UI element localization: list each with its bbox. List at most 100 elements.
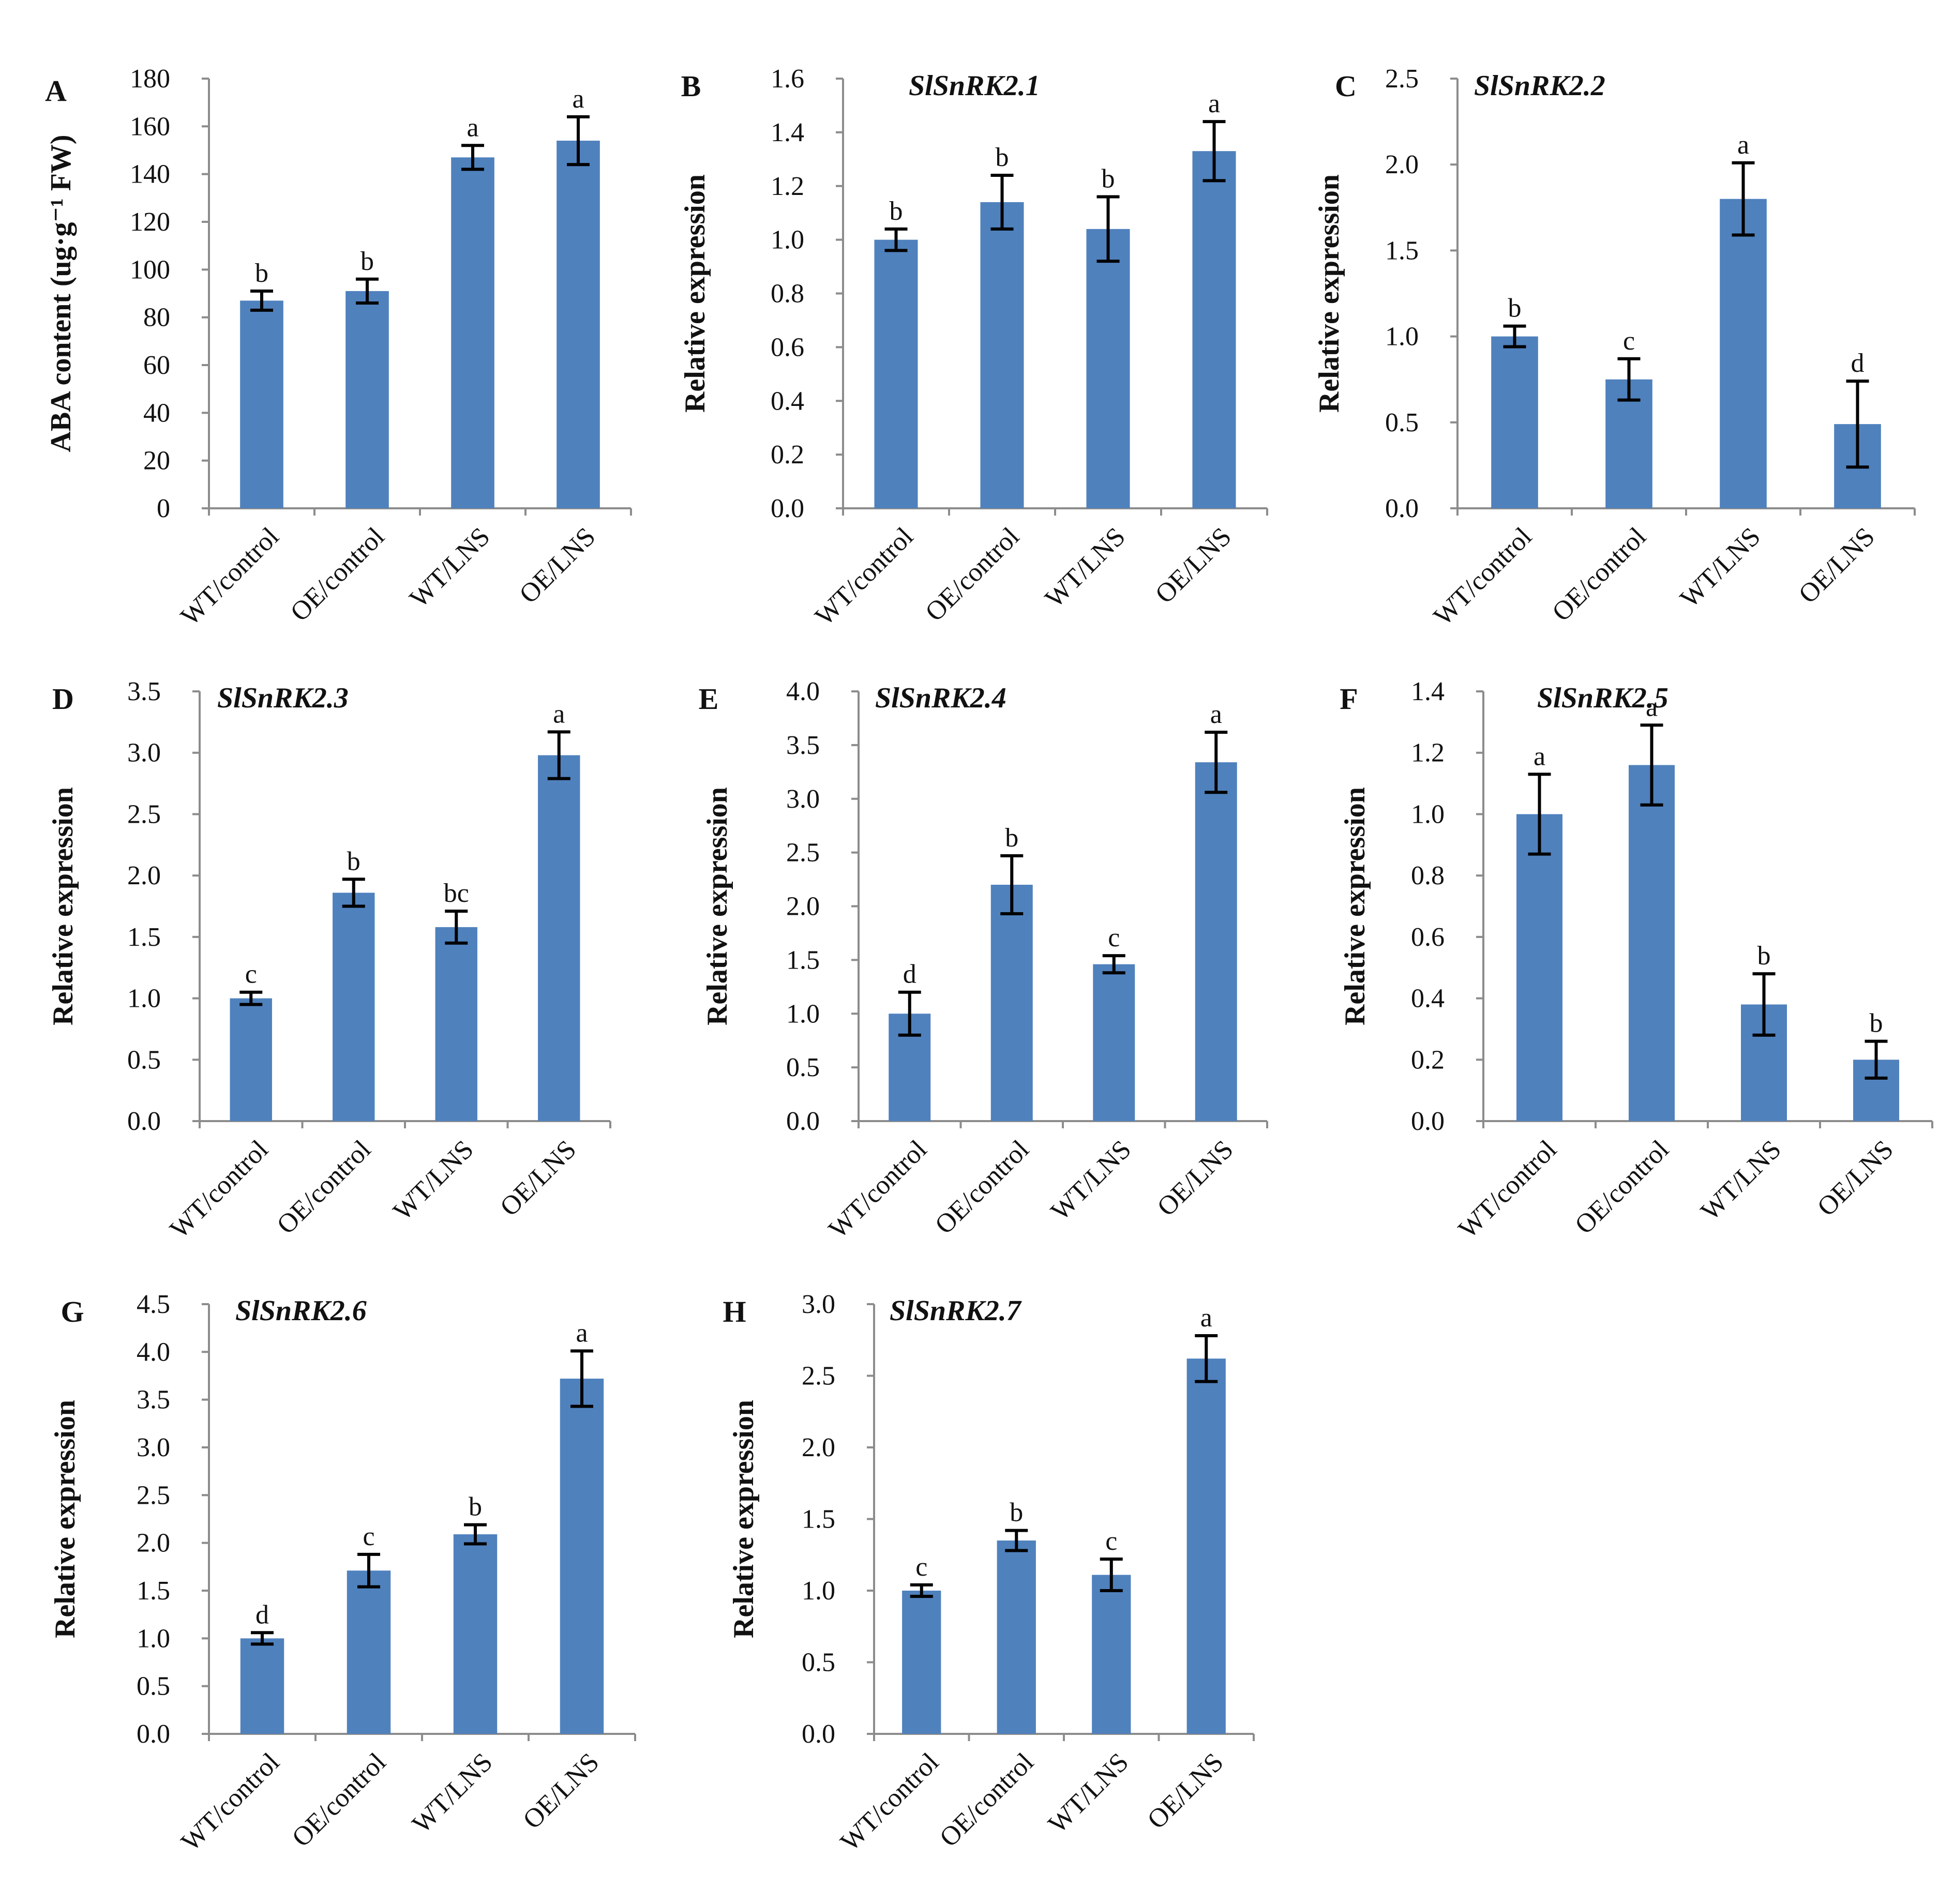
y-tick-label: 3.0 — [802, 1290, 835, 1319]
error-bar — [342, 878, 365, 908]
bar-oe-control — [990, 884, 1033, 1121]
bar-wt-control — [1516, 814, 1562, 1121]
panel-letter: C — [1335, 69, 1357, 103]
error-bar — [898, 990, 921, 1037]
y-tick-label: 1.0 — [127, 984, 161, 1014]
error-bar — [567, 115, 590, 167]
error-bar — [464, 1523, 487, 1546]
y-tick-label: 0.5 — [137, 1672, 170, 1701]
significance-letter: a — [1208, 89, 1220, 118]
error-bar — [461, 144, 484, 171]
y-axis-label: Relative expression — [701, 787, 733, 1025]
error-bar — [239, 990, 263, 1006]
panel-letter: F — [1340, 682, 1358, 716]
bar-wt-lns — [451, 157, 494, 509]
significance-letter: b — [469, 1492, 482, 1522]
y-tick-label: 3.5 — [127, 677, 161, 706]
y-tick-label: 0.0 — [1411, 1107, 1445, 1136]
x-category-label: WT/control — [176, 1747, 285, 1857]
bar-oe-control — [1629, 765, 1675, 1121]
y-tick-label: 3.0 — [127, 738, 161, 768]
y-tick-label: 2.5 — [786, 838, 820, 868]
chart-panel-b: B SlSnRK2.1 Relative expression 0.0 0.2 0.4 0.… — [679, 64, 1268, 631]
y-tick-label: 1.0 — [786, 999, 820, 1029]
bar-oe-control — [980, 202, 1024, 509]
y-tick-label: 3.5 — [786, 731, 820, 760]
bar-oe-lns — [538, 755, 580, 1121]
bar-oe-lns — [560, 1379, 604, 1734]
significance-letter: c — [245, 960, 257, 989]
error-bar — [570, 1349, 593, 1408]
significance-letter: b — [360, 247, 374, 276]
chart-panel-e: E SlSnRK2.4 Relative expression 0.0 0.5 1.0 1.… — [699, 677, 1268, 1244]
x-category-label: WT/control — [1453, 1135, 1562, 1244]
significance-letter: b — [1757, 941, 1771, 971]
x-category-label: OE/LNS — [1793, 522, 1881, 609]
y-tick-label: 1.5 — [127, 923, 161, 952]
significance-letter: a — [1646, 692, 1658, 722]
significance-letter: a — [576, 1318, 588, 1348]
x-category-label: WT/LNS — [1675, 522, 1766, 613]
significance-letter: b — [1102, 164, 1115, 194]
y-tick-label: 120 — [130, 207, 170, 237]
bar-oe-lns — [1186, 1358, 1226, 1734]
x-category-label: WT/LNS — [1040, 522, 1131, 613]
x-category-label: OE/control — [1546, 522, 1652, 627]
y-tick-label: 0.8 — [771, 279, 804, 309]
significance-letter: c — [363, 1522, 374, 1551]
bar-wt-control — [1491, 336, 1538, 508]
significance-letter: c — [915, 1552, 927, 1582]
x-category-label: WT/LNS — [407, 1747, 498, 1839]
bar-wt-control — [902, 1591, 941, 1734]
error-bar — [990, 173, 1014, 231]
chart-title: SlSnRK2.1 — [909, 70, 1040, 102]
significance-letter: b — [347, 847, 360, 876]
significance-letter: a — [1210, 700, 1222, 729]
y-tick-label: 4.0 — [786, 677, 820, 706]
y-tick-label: 2.5 — [802, 1362, 835, 1391]
y-tick-label: 1.5 — [137, 1576, 170, 1606]
y-tick-label: 1.2 — [1411, 738, 1445, 768]
chart-title: SlSnRK2.7 — [890, 1295, 1022, 1327]
y-tick-label: 180 — [130, 64, 170, 94]
significance-letter: c — [1105, 1527, 1117, 1556]
x-category-label: OE/control — [929, 1135, 1035, 1240]
significance-letter: b — [1005, 823, 1018, 853]
chart-panel-d: D SlSnRK2.3 Relative expression 0.0 0.5 1.0 1.… — [47, 677, 611, 1244]
y-axis-label: Relative expression — [1339, 787, 1371, 1025]
bar-wt-lns — [1720, 199, 1767, 508]
chart-panel-a: A ABA content (ug·g⁻¹ FW) 0 20 40 60 80 100 120 1… — [45, 64, 632, 631]
error-bar — [1096, 195, 1120, 263]
error-bar — [251, 1631, 274, 1646]
error-bar — [1205, 730, 1228, 794]
y-axis-label: ABA content (ug·g⁻¹ FW) — [45, 134, 77, 452]
x-category-label: WT/control — [823, 1135, 933, 1244]
x-category-label: OE/LNS — [1150, 522, 1237, 609]
y-tick-label: 0.0 — [786, 1107, 820, 1136]
error-bar — [250, 289, 273, 312]
x-category-label: OE/LNS — [514, 522, 601, 609]
significance-letter: bc — [444, 879, 469, 908]
significance-letter: a — [553, 699, 565, 729]
significance-letter: d — [903, 960, 916, 989]
y-tick-label: 1.0 — [771, 225, 804, 255]
x-category-label: OE/control — [272, 1135, 377, 1240]
bar-wt-lns — [453, 1534, 498, 1734]
significance-letter: a — [467, 113, 478, 142]
y-tick-label: 1.5 — [786, 945, 820, 975]
y-tick-label: 4.5 — [137, 1290, 170, 1319]
error-bar — [1005, 1529, 1028, 1552]
x-category-label: WT/control — [835, 1747, 944, 1857]
error-bar — [1503, 324, 1526, 349]
panel-letter: B — [681, 69, 701, 103]
x-category-label: OE/control — [287, 1747, 392, 1853]
y-tick-label: 0.6 — [1411, 923, 1445, 952]
chart-title: SlSnRK2.3 — [217, 682, 349, 714]
y-tick-label: 1.5 — [802, 1505, 835, 1534]
y-tick-label: 3.0 — [786, 784, 820, 814]
y-tick-label: 2.5 — [137, 1480, 170, 1510]
bar-wt-control — [240, 300, 283, 508]
error-bar — [884, 227, 908, 252]
y-tick-label: 2.0 — [127, 861, 161, 890]
